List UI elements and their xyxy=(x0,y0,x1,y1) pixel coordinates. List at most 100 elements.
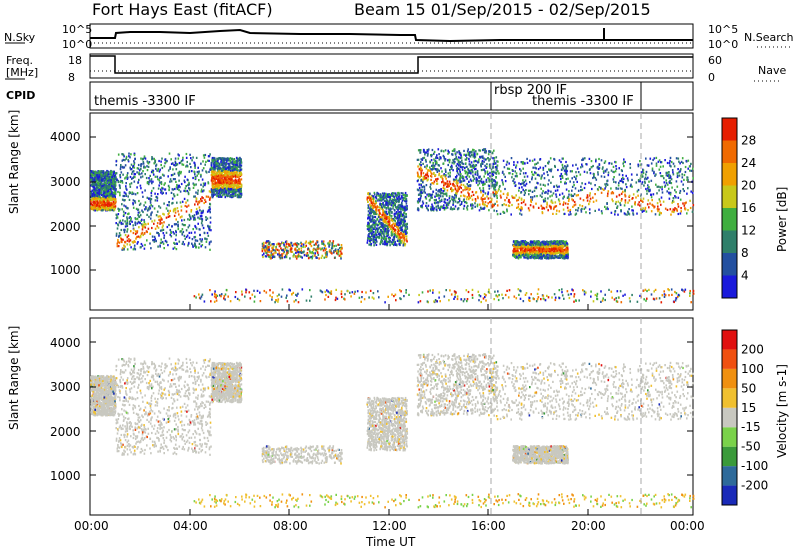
power-point xyxy=(470,204,472,207)
power-point xyxy=(126,224,129,228)
power-point xyxy=(304,241,307,245)
power-point xyxy=(126,223,128,226)
power-point xyxy=(262,245,265,248)
power-scatter xyxy=(90,148,695,304)
power-point xyxy=(200,215,203,218)
power-point xyxy=(156,222,159,225)
power-point xyxy=(425,173,427,176)
power-point xyxy=(105,208,108,211)
power-point xyxy=(467,153,470,156)
power-point xyxy=(399,220,402,223)
power-point xyxy=(148,177,150,180)
power-point xyxy=(451,161,454,164)
power-point xyxy=(457,181,459,185)
power-point xyxy=(240,184,243,187)
power-point xyxy=(162,191,164,194)
power-point xyxy=(387,220,389,223)
power-point xyxy=(174,157,177,160)
power-point xyxy=(398,210,401,214)
power-point xyxy=(166,159,168,163)
power-point xyxy=(395,212,398,215)
power-point xyxy=(240,195,242,198)
power-point xyxy=(387,201,390,204)
power-point xyxy=(223,182,225,185)
power-point xyxy=(434,174,437,177)
power-point xyxy=(287,251,289,254)
power-point xyxy=(637,194,639,197)
power-point xyxy=(311,251,313,254)
power-point xyxy=(377,198,380,201)
power-point xyxy=(270,250,272,253)
power-point xyxy=(165,231,168,234)
power-point xyxy=(133,160,135,163)
power-point xyxy=(237,186,239,189)
power-point xyxy=(217,162,220,165)
power-point xyxy=(91,204,94,207)
power-point xyxy=(404,244,406,247)
power-point xyxy=(98,179,100,182)
power-point xyxy=(397,219,399,223)
power-point xyxy=(338,250,341,253)
power-point xyxy=(416,188,419,191)
power-point xyxy=(457,156,460,159)
power-point xyxy=(459,164,462,167)
power-point xyxy=(106,190,109,193)
power-point xyxy=(182,230,185,234)
power-point xyxy=(482,198,484,201)
power-point xyxy=(222,175,224,178)
power-point xyxy=(383,192,386,195)
power-point xyxy=(133,244,136,247)
power-point xyxy=(329,251,332,254)
power-point xyxy=(142,223,145,226)
power-point xyxy=(119,180,122,184)
power-point xyxy=(137,211,140,214)
power-point xyxy=(373,226,376,229)
power-point xyxy=(214,193,217,196)
power-point xyxy=(396,221,398,225)
power-point xyxy=(157,187,160,190)
power-point xyxy=(659,172,662,175)
power-point xyxy=(265,251,267,254)
power-point xyxy=(472,163,475,166)
power-point xyxy=(144,208,146,211)
power-point xyxy=(268,243,270,246)
power-point xyxy=(297,243,300,246)
power-point xyxy=(605,185,607,188)
cpid-panel-frame xyxy=(89,81,694,111)
power-point xyxy=(217,195,220,198)
power-point xyxy=(436,178,438,181)
power-point xyxy=(289,257,291,260)
power-point xyxy=(330,247,333,250)
power-point xyxy=(315,242,317,245)
power-point xyxy=(103,185,106,188)
power-point xyxy=(192,245,194,248)
power-point xyxy=(429,183,432,186)
power-point xyxy=(386,240,388,243)
power-point xyxy=(134,193,137,196)
power-point xyxy=(398,198,400,201)
power-point xyxy=(167,213,170,216)
power-point xyxy=(379,218,381,221)
power-point xyxy=(440,189,443,192)
power-point xyxy=(431,148,434,152)
power-point xyxy=(452,158,454,162)
power-point xyxy=(461,175,464,178)
power-point xyxy=(134,157,136,160)
power-point xyxy=(157,193,159,196)
power-point xyxy=(448,201,451,204)
power-point xyxy=(468,194,470,197)
power-point xyxy=(371,197,373,201)
power-point xyxy=(148,215,150,218)
power-point xyxy=(90,192,92,195)
power-point xyxy=(184,204,187,208)
power-point xyxy=(370,228,373,231)
power-point xyxy=(278,254,281,257)
power-point xyxy=(194,224,196,228)
power-point xyxy=(139,235,142,238)
power-point xyxy=(232,192,235,195)
power-point xyxy=(216,168,219,171)
power-point xyxy=(373,219,375,222)
power-point xyxy=(156,199,159,202)
power-point xyxy=(177,153,179,156)
power-point xyxy=(170,158,172,161)
